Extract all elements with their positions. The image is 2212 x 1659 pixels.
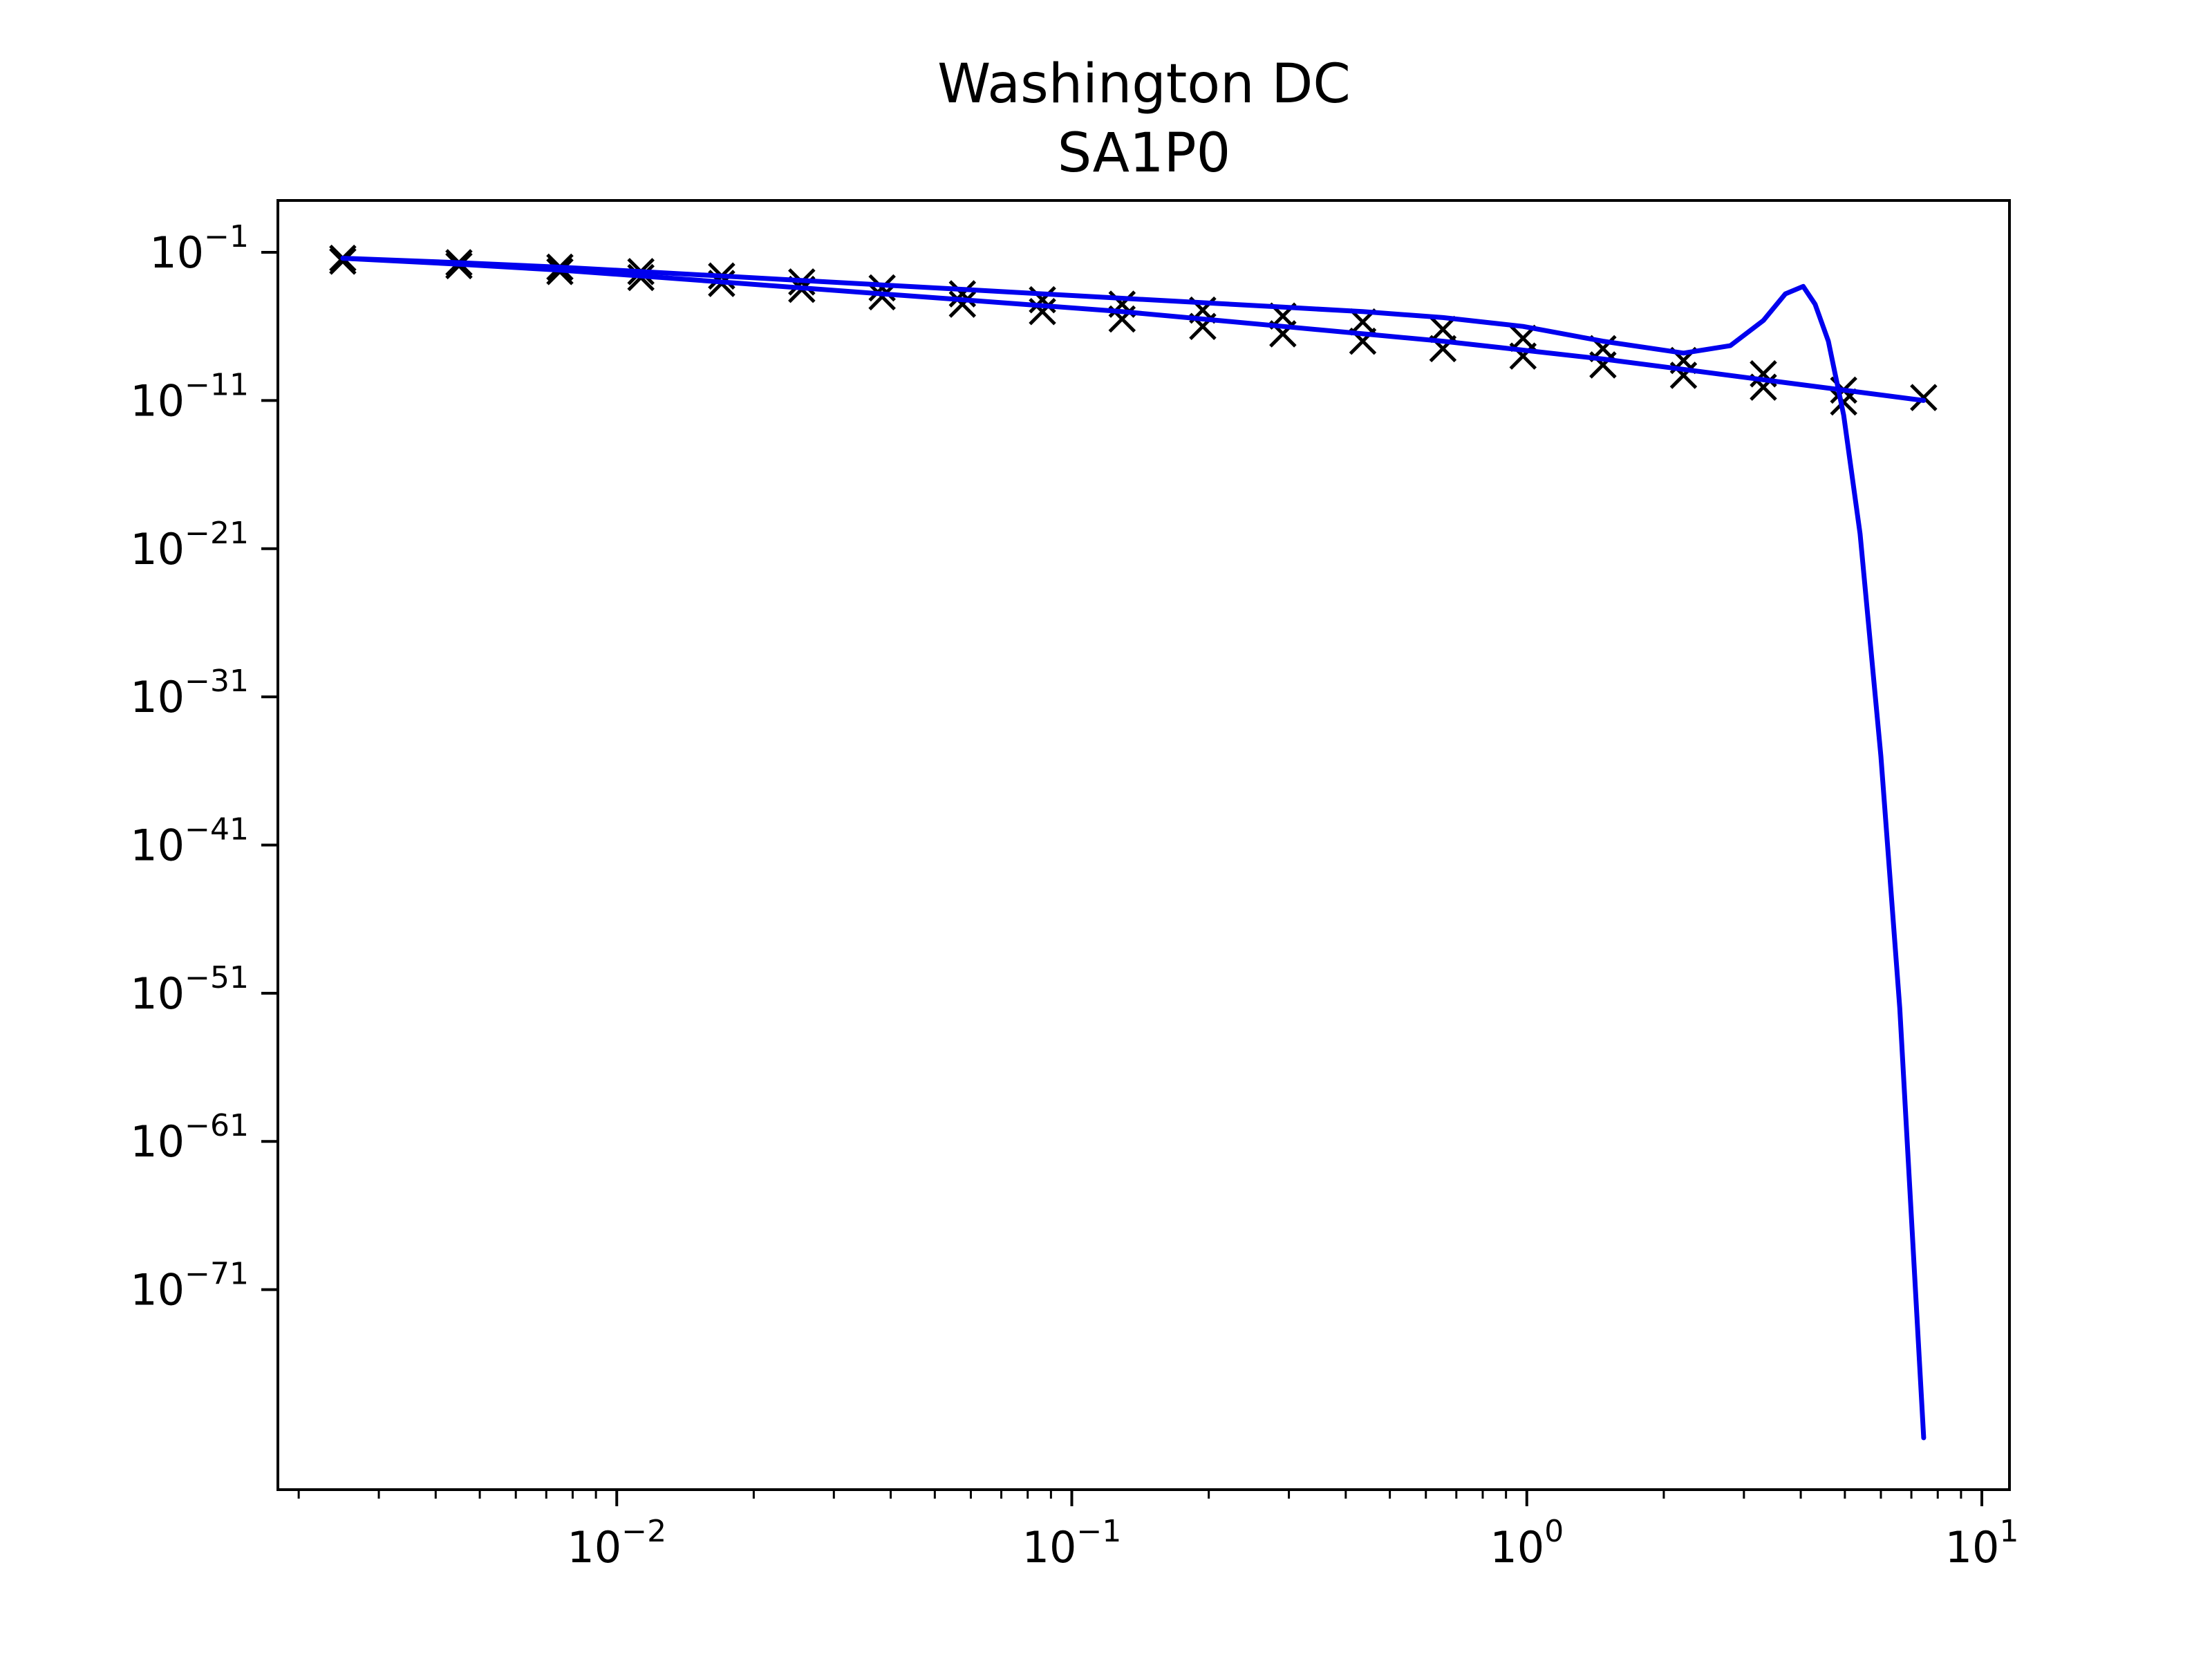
- y-tick-label-exponent: −31: [185, 664, 249, 699]
- data-point-marker: [1830, 388, 1857, 416]
- x-tick-label-exponent: −1: [1077, 1514, 1122, 1549]
- x-tick-label-base: 10: [1945, 1522, 2000, 1573]
- y-tick-label: 10−21: [130, 516, 249, 574]
- y-tick-label: 10−41: [130, 812, 249, 871]
- chart-title: Washington DC: [937, 53, 1351, 115]
- y-tick-label-base: 10: [130, 524, 185, 574]
- y-tick-label: 10−11: [130, 367, 249, 426]
- series-line-3: [340, 256, 1927, 403]
- series-line-2: [340, 256, 1927, 1441]
- y-tick-label: 10−71: [130, 1257, 249, 1315]
- y-tick-label-base: 10: [130, 968, 185, 1019]
- y-tick-label-base: 10: [130, 1265, 185, 1315]
- data-point-marker: [868, 283, 896, 311]
- x-tick-label: 10−1: [1022, 1514, 1122, 1573]
- x-tick-label-exponent: 1: [1999, 1514, 2018, 1549]
- data-point-marker: [1429, 315, 1457, 344]
- axes-frame: [276, 199, 2011, 1491]
- y-tick-label-base: 10: [130, 375, 185, 426]
- data-point-marker: [329, 247, 357, 275]
- y-tick-label-base: 10: [130, 672, 185, 722]
- y-tick-label-exponent: −61: [185, 1108, 249, 1143]
- plot-area: [329, 244, 1938, 1441]
- y-tick-label: 10−31: [130, 664, 249, 722]
- x-tick-label: 101: [1945, 1514, 2019, 1573]
- x-axis: 10−2 10−1 100 101: [297, 1490, 2019, 1573]
- x-tick-label: 10−2: [567, 1514, 666, 1573]
- x-tick-label-base: 10: [1490, 1522, 1544, 1573]
- y-tick-label-exponent: −51: [185, 960, 249, 995]
- y-tick-label: 10−51: [130, 960, 249, 1019]
- x-tick-label-base: 10: [567, 1522, 621, 1573]
- y-tick-label-base: 10: [149, 227, 204, 278]
- y-tick-label-exponent: −1: [204, 219, 249, 254]
- y-tick-label-base: 10: [130, 821, 185, 871]
- x-tick-label-base: 10: [1022, 1522, 1077, 1573]
- y-tick-label-exponent: −11: [185, 367, 249, 402]
- y-tick-label: 10−1: [149, 219, 249, 278]
- y-tick-label: 10−61: [130, 1108, 249, 1167]
- chart-subtitle: SA1P0: [1058, 122, 1231, 185]
- y-tick-label-base: 10: [130, 1116, 185, 1167]
- y-tick-label-exponent: −41: [185, 812, 249, 847]
- x-tick-label-exponent: −2: [621, 1514, 666, 1549]
- y-tick-label-exponent: −21: [185, 516, 249, 551]
- data-point-marker: [948, 290, 977, 318]
- data-point-marker: [1910, 384, 1938, 411]
- x-tick-label-exponent: 0: [1544, 1514, 1564, 1549]
- y-tick-label-exponent: −71: [185, 1257, 249, 1292]
- x-tick-label: 100: [1490, 1514, 1564, 1573]
